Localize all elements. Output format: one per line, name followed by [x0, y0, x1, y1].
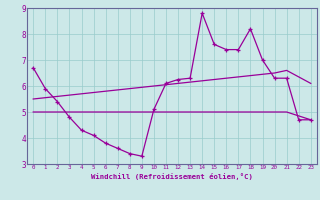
- X-axis label: Windchill (Refroidissement éolien,°C): Windchill (Refroidissement éolien,°C): [91, 173, 253, 180]
